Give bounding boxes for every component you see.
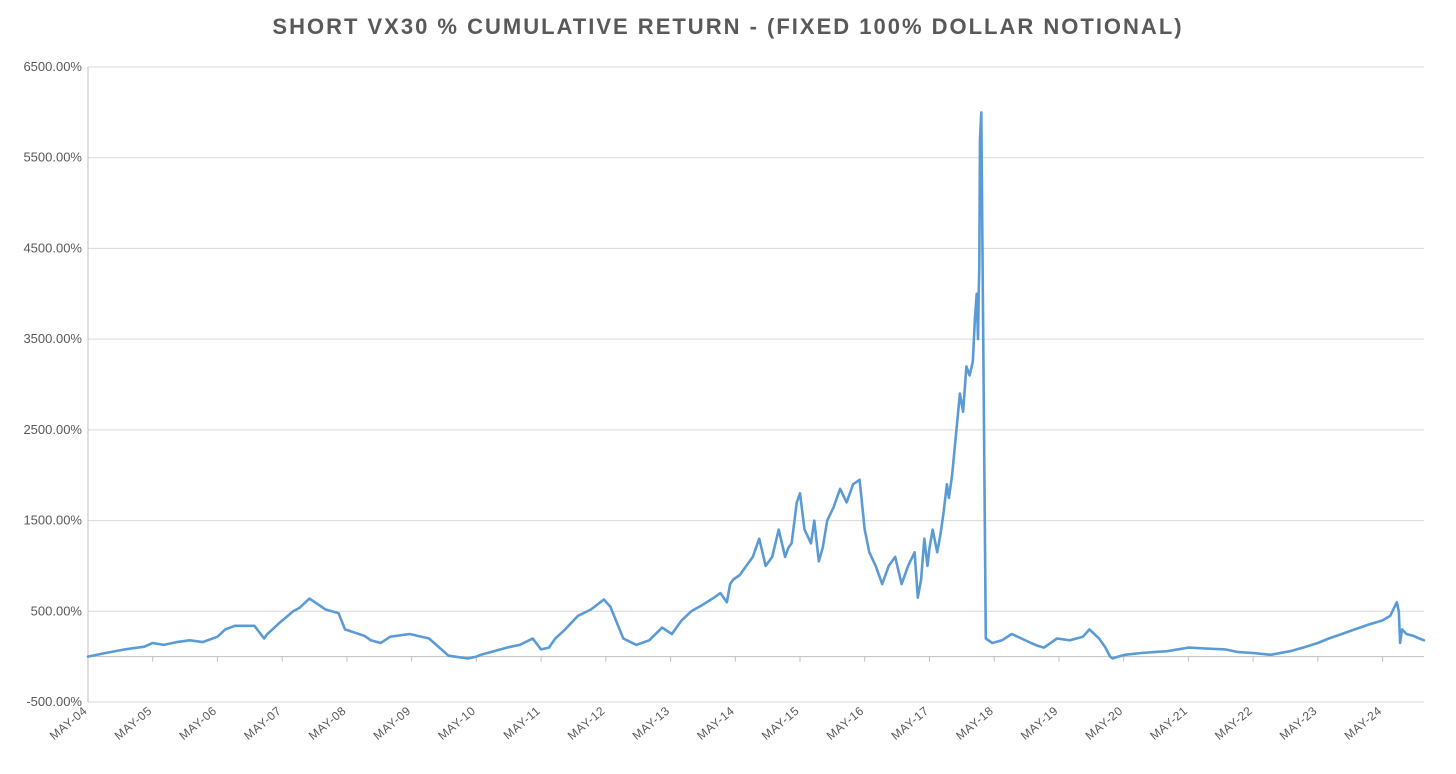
x-tick-label: MAY-12 [565,704,608,743]
x-tick-label: MAY-19 [1018,704,1061,743]
y-tick-label: 4500.00% [23,240,82,255]
x-tick-label: MAY-06 [176,704,219,743]
x-axis-tick-labels: MAY-04 MAY-05 MAY-06 MAY-07 MAY-08 MAY-09 MAY-… [47,704,1385,743]
y-tick-label: 2500.00% [23,422,82,437]
x-tick-label: MAY-04 [47,704,90,743]
series-line [86,111,1426,660]
x-tick-label: MAY-21 [1147,704,1190,743]
x-tick-label: MAY-08 [306,704,349,743]
x-tick-label: MAY-07 [241,704,284,743]
x-tick-label: MAY-22 [1212,704,1255,743]
y-tick-label: -500.00% [26,694,82,709]
x-tick-label: MAY-18 [953,704,996,743]
y-axis-tick-labels: 6500.00% 5500.00% 4500.00% 3500.00% 2500.00%… [23,59,82,709]
y-tick-label: 6500.00% [23,59,82,74]
x-tick-label: MAY-10 [435,704,478,743]
x-tick-label: MAY-23 [1277,704,1320,743]
x-tick-label: MAY-09 [371,704,414,743]
grid-lines [88,66,1424,703]
y-tick-label: 5500.00% [23,150,82,165]
y-tick-label: 500.00% [31,603,83,618]
x-tick-label: MAY-17 [888,704,931,743]
axes [87,67,1424,702]
x-tick-label: MAY-05 [112,704,155,743]
x-tick-label: MAY-15 [759,704,802,743]
chart-title: SHORT VX30 % CUMULATIVE RETURN - (FIXED … [272,14,1184,39]
x-tick-label: MAY-13 [630,704,673,743]
x-tick-label: MAY-14 [694,704,737,743]
x-tick-label: MAY-24 [1342,704,1385,743]
y-tick-label: 1500.00% [23,513,82,528]
x-tick-label: MAY-20 [1083,704,1126,743]
y-tick-label: 3500.00% [23,331,82,346]
series-layer [86,111,1426,660]
x-tick-label: MAY-16 [824,704,867,743]
x-tick-label: MAY-11 [501,704,543,743]
